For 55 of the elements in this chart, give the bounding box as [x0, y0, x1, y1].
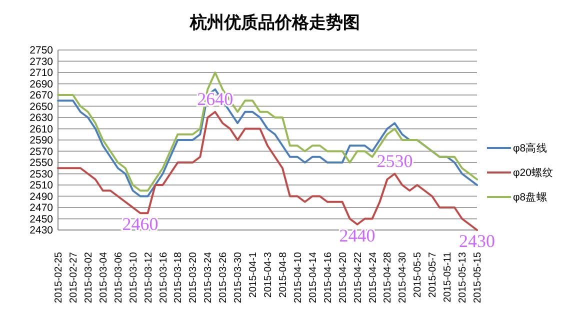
- x-tick-label: 2015-04-10: [292, 252, 304, 304]
- x-tick-label: 2015-04-28: [382, 252, 394, 304]
- y-tick-label: 2570: [30, 146, 54, 158]
- x-tick-label: 2015-03-02: [83, 252, 94, 304]
- y-tick-label: 2750: [30, 44, 54, 57]
- x-tick-label: 2015-03-04: [98, 252, 110, 304]
- x-tick-label: 2015-04-16: [322, 252, 334, 304]
- x-tick-label: 2015-05-7: [428, 252, 439, 298]
- legend-label: φ8盘螺: [513, 190, 548, 204]
- x-tick-label: 2015-03-12: [143, 252, 154, 304]
- y-tick-label: 2650: [30, 100, 54, 113]
- x-tick-label: 2015-03-16: [158, 252, 170, 304]
- x-tick-label: 2015-05-11: [442, 252, 454, 302]
- chart-title: 杭州优质品价格走势图: [189, 13, 360, 32]
- x-tick-label: 2015-05-15: [472, 252, 484, 304]
- x-tick-label: 2015-03-26: [218, 252, 230, 304]
- x-tick-label: 2015-04-20: [338, 252, 349, 304]
- x-tick-label: 2015-02-25: [54, 252, 64, 304]
- x-tick-label: 2015-04-22: [352, 252, 364, 304]
- y-tick-label: 2690: [30, 78, 54, 90]
- y-tick-label: 2430: [30, 224, 54, 237]
- x-tick-label: 2015-03-06: [113, 252, 124, 304]
- x-tick-label: 2015-03-10: [128, 252, 140, 304]
- x-tick-label: 2015-03-30: [233, 252, 244, 304]
- y-tick-label: 2510: [30, 180, 54, 192]
- y-tick-label: 2490: [30, 190, 54, 203]
- x-tick-label: 2015-03-24: [203, 252, 214, 304]
- line-series: [57, 88, 478, 198]
- x-tick-label: 2015-04-8: [278, 252, 289, 298]
- data-label: 2430: [459, 231, 495, 251]
- x-tick-label: 2015-04-1: [248, 252, 260, 298]
- y-tick-label: 2610: [30, 123, 54, 136]
- y-tick-label: 2530: [30, 168, 54, 180]
- y-tick-label: 2730: [30, 56, 54, 68]
- y-tick-label: 2470: [30, 202, 54, 214]
- legend-label: φ8高线: [513, 142, 548, 155]
- x-tick-label: 2015-04-14: [308, 252, 319, 304]
- x-tick-label: 2015-05-13: [458, 252, 469, 304]
- y-tick-label: 2710: [30, 67, 54, 80]
- y-tick-label: 2630: [30, 112, 54, 124]
- y-tick-label: 2670: [30, 90, 54, 102]
- x-tick-label: 2015-03-20: [188, 252, 200, 304]
- data-label: 2440: [339, 225, 376, 246]
- x-tick-label: 2015-04-24: [368, 252, 379, 304]
- legend-label: φ20螺纹: [513, 166, 554, 180]
- y-tick-label: 2550: [30, 157, 54, 170]
- x-tick-label: 2015-03-18: [173, 252, 184, 304]
- y-tick-label: 2450: [30, 213, 54, 226]
- data-label: 2460: [122, 214, 158, 234]
- x-tick-label: 2015-04-3: [263, 252, 274, 298]
- x-tick-label: 2015-02-27: [68, 252, 80, 304]
- y-tick-label: 2590: [30, 134, 54, 147]
- line-series: [57, 72, 478, 192]
- x-tick-label: 2015-05-5: [412, 252, 424, 298]
- x-tick-label: 2015-04-30: [398, 252, 409, 304]
